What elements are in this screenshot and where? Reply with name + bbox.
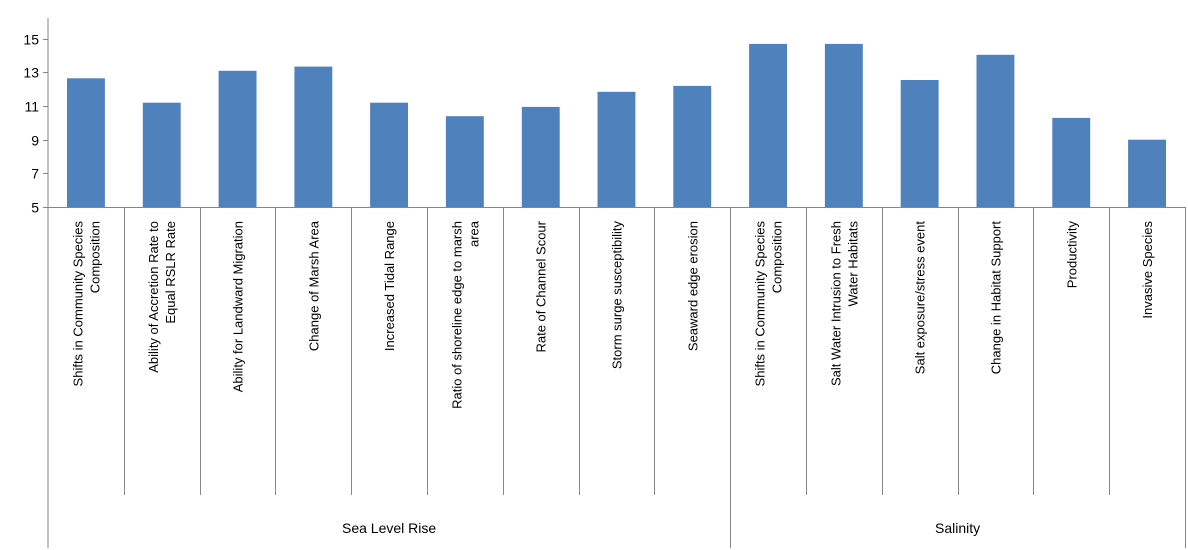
category-label: Ability of Accretion Rate to Equal RSLR R…	[146, 221, 178, 373]
axes-layer	[43, 18, 1186, 548]
bar	[142, 102, 181, 207]
y-tick-label: 5	[31, 200, 39, 216]
bar	[370, 102, 408, 207]
bar	[900, 80, 939, 207]
bar	[749, 43, 787, 208]
category-label: Storm surge susceptibility	[610, 221, 625, 370]
bar	[976, 54, 1015, 207]
category-label: Shifts in Community Species Composition	[753, 221, 785, 387]
y-tick-labels: 5 7 9 11 13 15	[23, 32, 39, 216]
bar	[445, 116, 484, 207]
category-label: Shifts in Community Species Composition	[70, 221, 102, 387]
bar	[597, 91, 636, 207]
bar	[67, 78, 105, 207]
category-label: Ability for Landward Migration	[231, 221, 246, 392]
bar	[294, 66, 333, 207]
bar	[521, 106, 560, 207]
category-label: Salt Water Intrusion to Fresh Water Habit…	[828, 221, 860, 386]
category-label: Rate of Channel Scour	[534, 220, 549, 352]
category-label: Salt exposure/stress event	[913, 221, 928, 375]
bar	[1128, 139, 1166, 207]
y-tick-label: 15	[23, 32, 39, 48]
category-label: Change in Habitat Support	[989, 221, 1004, 375]
category-label: Productivity	[1064, 221, 1079, 289]
bar	[1052, 117, 1091, 207]
bar	[824, 43, 863, 208]
bars-layer	[67, 43, 1166, 208]
category-label: Seaward edge erosion	[685, 221, 700, 351]
bar	[673, 85, 712, 207]
bar	[218, 70, 257, 207]
y-tick-label: 7	[31, 166, 39, 182]
category-label: Ratio of shoreline edge to marsh area	[449, 220, 481, 409]
y-tick-label: 13	[23, 65, 39, 81]
category-label: Change of Marsh Area	[306, 220, 321, 351]
group-label: Sea Level Rise	[342, 520, 436, 536]
group-label: Salinity	[935, 520, 980, 536]
y-tick-label: 9	[31, 133, 39, 149]
group-labels: Sea Level Rise Salinity	[342, 520, 980, 536]
category-labels: Shifts in Community Species Composition Ab…	[70, 220, 1155, 409]
category-label: Increased Tidal Range	[382, 221, 397, 351]
y-tick-label: 11	[24, 99, 39, 115]
category-label: Invasive Species	[1140, 221, 1155, 319]
